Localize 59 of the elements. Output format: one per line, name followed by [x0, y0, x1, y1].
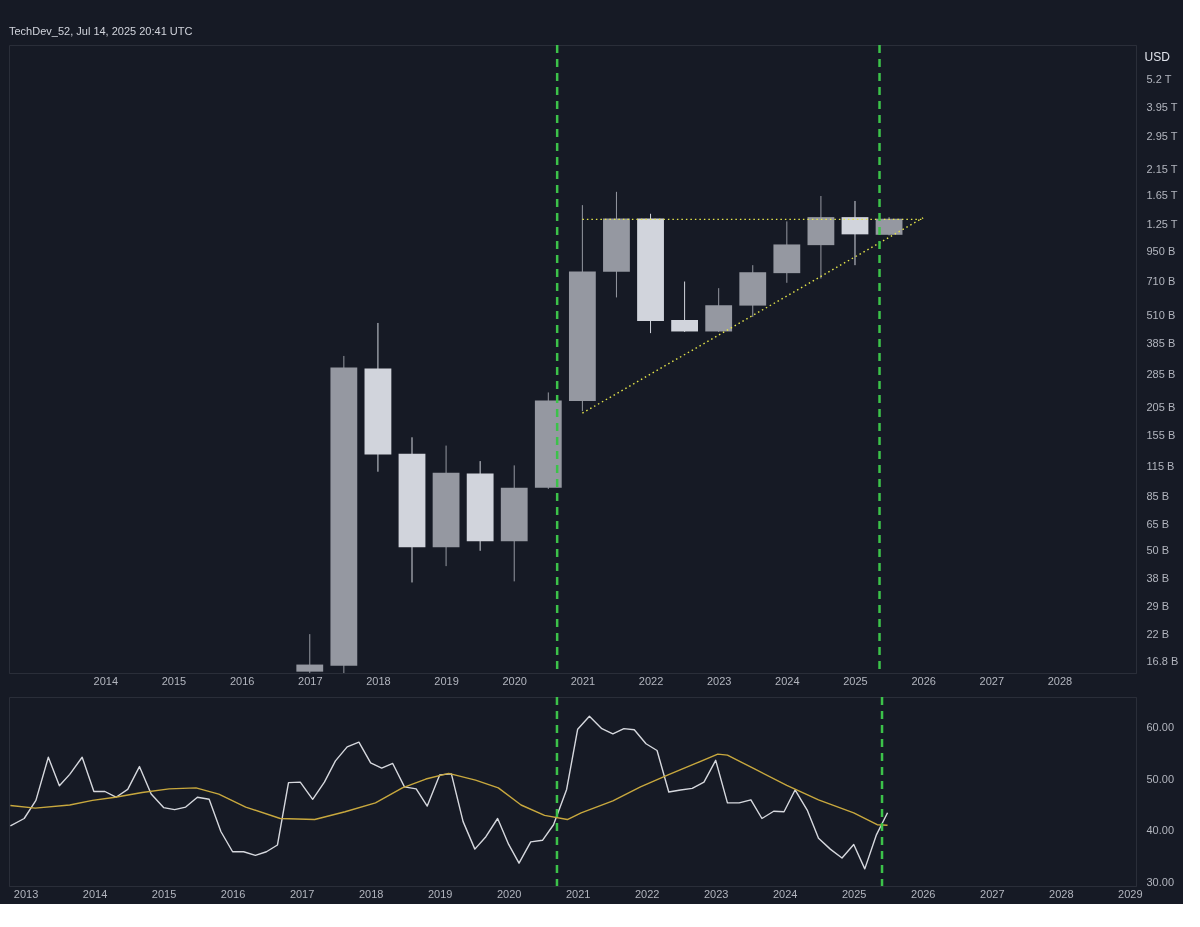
- x-tick-label: 2026: [911, 887, 936, 900]
- x-tick-label: 2024: [775, 674, 800, 687]
- y-axis-title: USD: [1144, 49, 1171, 64]
- x-tick-label: 2022: [638, 674, 664, 687]
- x-tick-label: 2029: [1118, 887, 1143, 900]
- y-tick-label: 1.25 T: [1146, 217, 1178, 230]
- x-tick-label: 2017: [298, 674, 323, 687]
- y-tick-label: 29 B: [1146, 599, 1170, 612]
- y-tick-label: 50.00: [1146, 772, 1175, 785]
- y-tick-label: 3.95 T: [1146, 100, 1178, 113]
- x-tick-label: 2027: [979, 674, 1005, 687]
- x-tick-label: 2014: [93, 674, 119, 687]
- x-tick-label: 2027: [980, 887, 1005, 900]
- y-tick-label: 85 B: [1146, 490, 1170, 503]
- x-tick-label: 2024: [772, 887, 798, 900]
- y-tick-label: 950 B: [1146, 245, 1176, 258]
- x-tick-label: 2017: [289, 887, 315, 900]
- text: TechDev_52, Jul 14, 2025 20:41 UTC: [9, 25, 193, 37]
- y-tick-label: 38 B: [1146, 572, 1170, 585]
- y-tick-label: 16.8 B: [1146, 655, 1179, 667]
- y-tick-label: 510 B: [1146, 308, 1176, 321]
- x-tick-label: 2018: [366, 674, 391, 687]
- x-tick-label: 2028: [1049, 887, 1074, 900]
- x-tick-label: 2016: [229, 674, 255, 687]
- x-tick-label: 2022: [634, 887, 660, 900]
- x-tick-label: 2013: [13, 887, 39, 900]
- x-tick-label: 2020: [496, 887, 522, 900]
- y-tick-label: 40.00: [1146, 824, 1175, 837]
- x-tick-label: 2025: [841, 887, 867, 900]
- x-tick-label: 2015: [161, 674, 187, 687]
- x-tick-label: 2020: [502, 674, 527, 687]
- y-tick-label: 5.2 T: [1146, 72, 1172, 85]
- y-tick-label: 285 B: [1146, 367, 1176, 380]
- y-tick-label: 60.00: [1146, 720, 1175, 733]
- y-tick-label: 155 B: [1146, 429, 1176, 442]
- y-tick-label: 205 B: [1146, 401, 1176, 414]
- x-tick-label: 2019: [434, 674, 459, 687]
- x-tick-label: 2025: [843, 674, 868, 687]
- x-tick-label: 2021: [570, 674, 596, 687]
- x-tick-label: 2018: [358, 887, 384, 900]
- x-tick-label: 2016: [220, 887, 246, 900]
- y-tick-label: 115 B: [1146, 459, 1175, 472]
- y-tick-label: 710 B: [1146, 275, 1176, 288]
- x-tick-label: 2021: [565, 887, 591, 900]
- y-tick-label: 22 B: [1146, 627, 1170, 640]
- x-tick-label: 2026: [911, 674, 936, 687]
- y-tick-label: 50 B: [1146, 544, 1170, 557]
- x-tick-label: 2014: [82, 887, 108, 900]
- y-tick-label: 2.15 T: [1146, 162, 1178, 175]
- y-tick-label: 1.65 T: [1146, 189, 1178, 202]
- y-tick-label: 2.95 T: [1146, 130, 1178, 143]
- y-tick-label: 65 B: [1146, 517, 1170, 530]
- x-tick-label: 2028: [1047, 674, 1073, 687]
- x-tick-label: 2023: [706, 674, 732, 687]
- x-tick-label: 2015: [151, 887, 177, 900]
- y-tick-label: 385 B: [1146, 337, 1176, 350]
- y-tick-label: 30.00: [1146, 876, 1175, 889]
- x-tick-label: 2019: [427, 887, 453, 900]
- x-tick-label: 2023: [703, 887, 729, 900]
